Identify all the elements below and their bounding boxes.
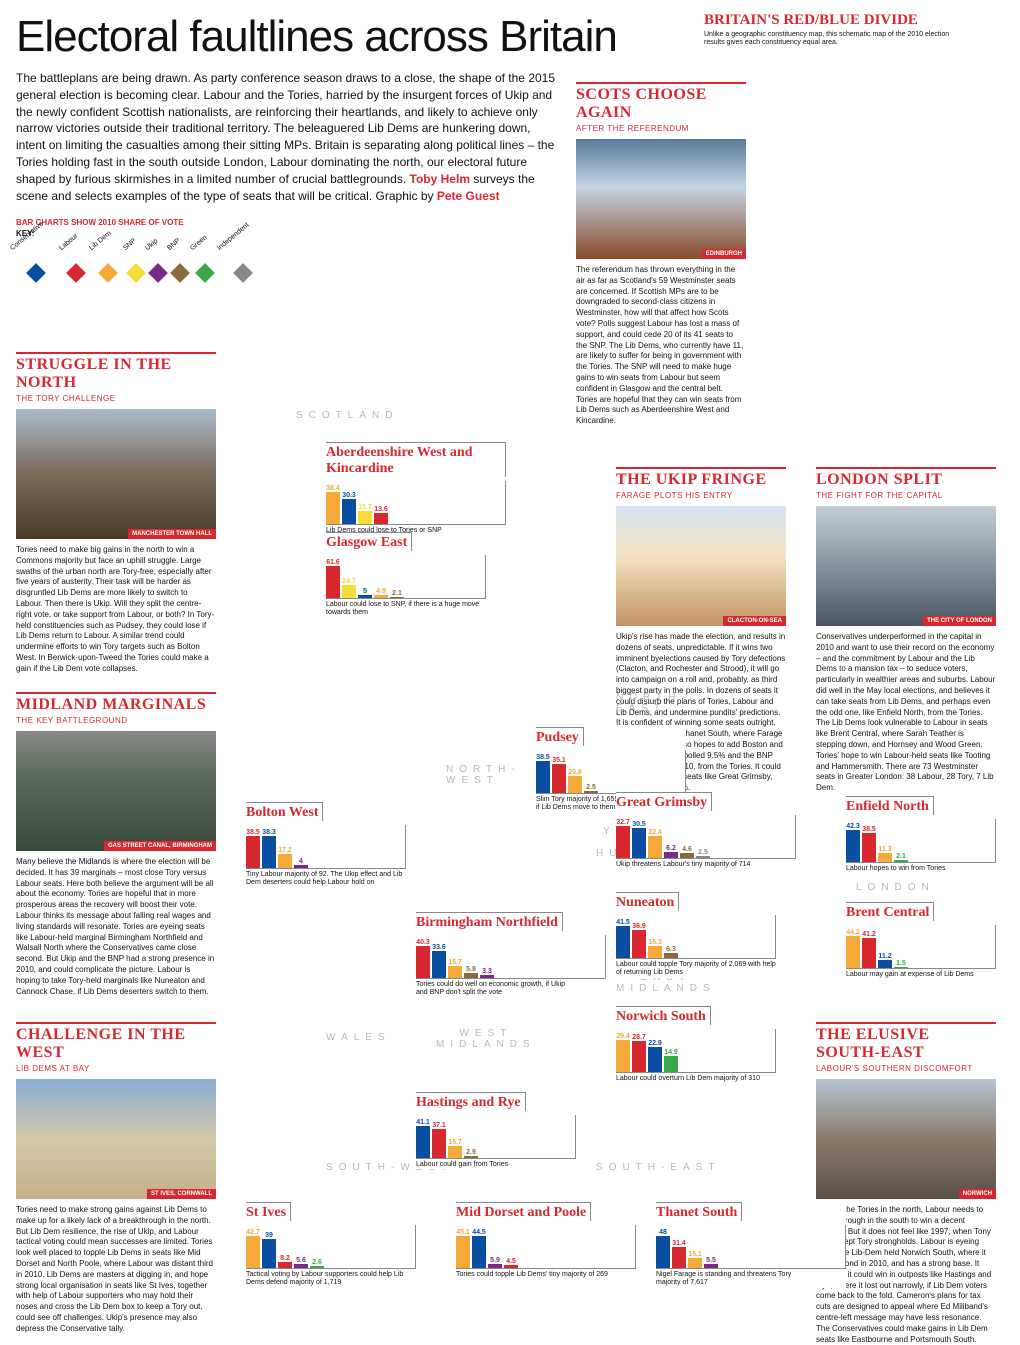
north-sub: THE TORY CHALLENGE <box>16 394 216 403</box>
north-photo: MANCHESTER TOWN HALL <box>16 409 216 539</box>
region-london: LONDON <box>856 882 935 893</box>
chart-mid-dorset: Mid Dorset and Poole45.144.55.94.5Tories… <box>456 1202 636 1279</box>
scots-photo: EDINBURGH <box>576 139 746 259</box>
ukip-photo: CLACTON-ON-SEA <box>616 506 786 626</box>
region-nw: NORTH- WEST <box>446 764 521 786</box>
london-caption: THE CITY OF LONDON <box>923 616 996 626</box>
north-caption: MANCHESTER TOWN HALL <box>128 529 216 539</box>
intro-text: The battleplans are being drawn. As part… <box>16 71 555 186</box>
region-se: SOUTH-EAST <box>596 1162 720 1173</box>
ukip-sub: FARAGE PLOTS HIS ENTRY <box>616 491 786 500</box>
west-title: CHALLENGE IN THE WEST <box>16 1022 216 1062</box>
chart-nuneaton: Nuneaton41.536.915.36.3Labour could topp… <box>616 892 776 978</box>
chart-hastings: Hastings and Rye41.137.115.72.9Labour co… <box>416 1092 576 1169</box>
headline: Electoral faultlines across Britain <box>16 12 676 62</box>
west-sub: LIB DEMS AT BAY <box>16 1064 216 1073</box>
london-photo: THE CITY OF LONDON <box>816 506 996 626</box>
london-title: LONDON SPLIT <box>816 467 996 489</box>
southeast-sub: LABOUR'S SOUTHERN DISCOMFORT <box>816 1064 996 1073</box>
chart-enfield-n: Enfield North42.338.511.32.1Labour hopes… <box>846 796 996 873</box>
chart-norwich-s: Norwich South29.428.722.914.9Labour coul… <box>616 1006 776 1083</box>
chart-brent-c: Brent Central44.241.211.21.5Labour may g… <box>846 902 996 979</box>
chart-glasgow-east: Glasgow East61.624.754.92.1Labour could … <box>326 532 486 618</box>
west-caption: ST IVES, CORNWALL <box>147 1189 216 1199</box>
southeast-title: THE ELUSIVE SOUTH-EAST <box>816 1022 996 1062</box>
chart-birmingham-n: Birmingham Northfield40.333.615.75.83.3T… <box>416 912 606 998</box>
scots-body: The referendum has thrown everything in … <box>576 265 746 427</box>
chart-bolton-west: Bolton West38.538.317.24Tiny Labour majo… <box>246 802 406 888</box>
midlands-caption: GAS STREET CANAL, BIRMINGHAM <box>104 841 216 851</box>
scots-sub: AFTER THE REFERENDUM <box>576 124 746 133</box>
west-photo: ST IVES, CORNWALL <box>16 1079 216 1199</box>
ukip-title: THE UKIP FRINGE <box>616 467 786 489</box>
midlands-sub: THE KEY BATTLEGROUND <box>16 716 216 725</box>
region-wales: WALES <box>326 1032 391 1043</box>
southeast-caption: NORWICH <box>959 1189 996 1199</box>
chart-grimsby: Great Grimsby32.730.522.46.24.62.5Ukip t… <box>616 792 796 869</box>
midlands-title: MIDLAND MARGINALS <box>16 692 216 714</box>
region-scotland: SCOTLAND <box>296 410 398 421</box>
region-ne: NORTH- EAST <box>616 692 691 714</box>
london-body: Conservatives underperformed in the capi… <box>816 632 996 794</box>
midlands-photo: GAS STREET CANAL, BIRMINGHAM <box>16 731 216 851</box>
chart-st-ives: St Ives42.7398.25.62.6Tactical voting by… <box>246 1202 416 1288</box>
west-body: Tories need to make strong gains against… <box>16 1205 216 1335</box>
north-body: Tories need to make big gains in the nor… <box>16 545 216 675</box>
scots-caption: EDINBURGH <box>702 249 746 259</box>
chart-aberdeenshire: Aberdeenshire West and Kincardine38.430.… <box>326 442 506 535</box>
midlands-body: Many believe the Midlands is where the e… <box>16 857 216 997</box>
britain-divide-sub: Unlike a geographic constituency map, th… <box>704 31 964 48</box>
southeast-photo: NORWICH <box>816 1079 996 1199</box>
scots-title: SCOTS CHOOSE AGAIN <box>576 82 746 122</box>
london-sub: THE FIGHT FOR THE CAPITAL <box>816 491 996 500</box>
byline2-name: Pete Guest <box>437 189 500 203</box>
chart-thanet-s: Thanet South4831.415.15.5Nigel Farage is… <box>656 1202 846 1288</box>
britain-dotmap <box>704 56 1004 366</box>
region-wmid: WEST MIDLANDS <box>436 1028 536 1050</box>
ukip-caption: CLACTON-ON-SEA <box>723 616 786 626</box>
intro: The battleplans are being drawn. As part… <box>16 70 556 204</box>
north-title: STRUGGLE IN THE NORTH <box>16 352 216 392</box>
britain-divide-title: BRITAIN'S RED/BLUE DIVIDE <box>704 12 1004 29</box>
byline-name: Toby Helm <box>410 172 470 186</box>
